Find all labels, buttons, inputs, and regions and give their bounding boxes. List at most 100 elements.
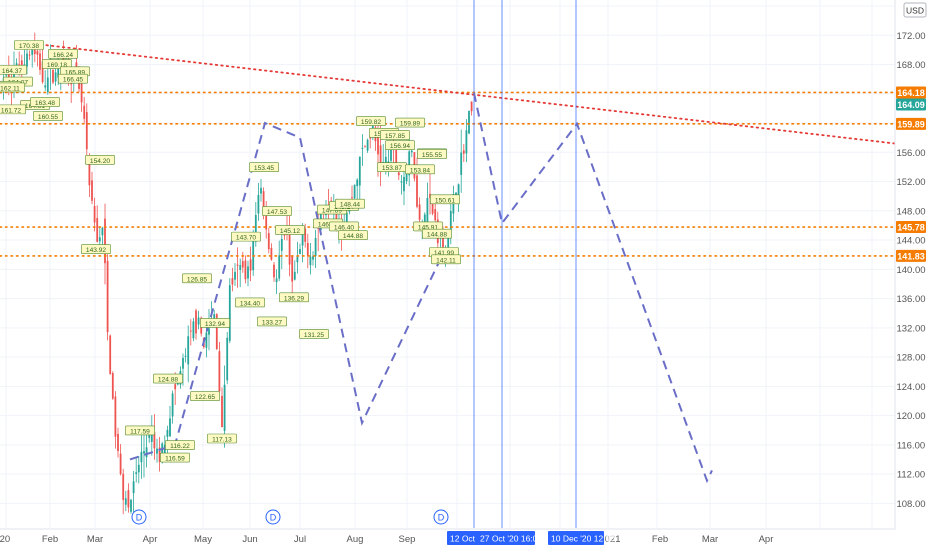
candle-body <box>426 197 429 223</box>
price-tick-label: 108.00 <box>896 499 925 510</box>
peak-label-text: 156.94 <box>390 143 411 150</box>
trendline <box>29 42 896 145</box>
peak-label: 145.12 <box>275 225 305 235</box>
peak-label: 153.87 <box>377 162 407 172</box>
candle-body <box>161 443 164 460</box>
candle-body <box>122 473 125 500</box>
candle <box>260 179 262 202</box>
candle-body <box>36 50 39 55</box>
candle-body <box>195 310 197 334</box>
candle-body <box>244 260 247 280</box>
candle-body <box>197 317 200 325</box>
candle <box>91 171 93 205</box>
candle-body <box>158 447 161 462</box>
projection-layer <box>129 92 713 484</box>
peak-label-text: 169.18 <box>47 62 68 69</box>
peak-label-text: 146.40 <box>334 224 355 231</box>
candle-body <box>114 396 117 437</box>
peak-label-text: 153.84 <box>410 167 431 174</box>
peak-label-text: 143.70 <box>236 235 257 242</box>
candle-body <box>124 498 127 505</box>
peak-label-text: 116.59 <box>165 456 185 463</box>
candle-body <box>314 238 317 257</box>
price-tick-label: 148.00 <box>896 206 925 217</box>
candle-body <box>361 147 364 149</box>
dividend-marker[interactable]: D <box>131 509 147 525</box>
peak-label: 116.22 <box>165 440 195 450</box>
price-tick-label: 168.00 <box>896 60 925 71</box>
peak-label-box <box>417 149 447 159</box>
peak-label-text: 159.82 <box>361 119 382 126</box>
candle-body <box>434 209 437 221</box>
candle-body <box>252 237 255 271</box>
dividend-marker[interactable]: D <box>433 509 449 525</box>
peak-label-box <box>207 433 237 444</box>
peak-label-text: 163.48 <box>35 100 56 107</box>
candle-body <box>234 271 236 280</box>
candle <box>137 456 140 484</box>
time-tick-label: Mar <box>87 534 103 545</box>
candle-body <box>262 191 265 213</box>
candle <box>143 427 145 478</box>
candle-body <box>226 337 229 381</box>
candle-body <box>205 332 208 348</box>
dividend-marker[interactable]: D <box>265 509 281 525</box>
candle <box>299 243 301 255</box>
candle <box>28 50 31 61</box>
candle-body <box>241 261 244 268</box>
peak-label: 143.70 <box>231 231 261 242</box>
candle-body <box>449 211 452 231</box>
candle <box>426 182 429 226</box>
candle <box>109 334 112 375</box>
candle-body <box>418 204 421 220</box>
peak-label-text: 147.53 <box>267 209 288 216</box>
peak-label: 166.45 <box>58 73 88 84</box>
candle <box>182 353 184 386</box>
currency-box <box>903 2 927 18</box>
peak-label: 163.48 <box>30 97 60 107</box>
candle-body <box>265 208 268 230</box>
peak-label-box <box>431 254 461 265</box>
peak-label: 146.40 <box>329 221 359 231</box>
candle <box>267 228 270 254</box>
candle <box>83 97 86 123</box>
candle-body <box>366 139 369 151</box>
peak-label: 159.82 <box>356 116 386 126</box>
peak-label-text: 117.59 <box>130 428 150 435</box>
candle-body <box>150 432 153 442</box>
peak-label-text: 131.25 <box>304 332 325 339</box>
vertical-marker-tag-text: 12 Oct '2 <box>450 534 484 544</box>
candle <box>98 227 101 246</box>
time-axis[interactable]: '20 Feb Mar Apr May Jun Jul Aug Sep 2021 Feb Mar Apr… <box>0 528 895 550</box>
peak-label-text: 132.94 <box>205 321 226 328</box>
candle-body <box>293 271 296 280</box>
candle <box>93 197 96 232</box>
price-axis[interactable]: 108.00 112.00 116.00 120.00 124.00 128.00 132.… <box>894 0 932 550</box>
dividend-text: D <box>270 513 277 523</box>
candle <box>226 332 229 385</box>
peak-label-box <box>58 73 88 84</box>
candle <box>85 103 88 162</box>
price-tick-label: 172.00 <box>896 31 925 42</box>
candle-body <box>119 453 122 475</box>
candle <box>44 70 47 91</box>
candle <box>117 427 119 458</box>
peak-label: 169.18 <box>42 59 72 69</box>
peak-label-text: 145.12 <box>280 228 301 235</box>
peak-label-box <box>190 391 220 401</box>
peak-label-text: 161.72 <box>1 107 22 114</box>
candle-body <box>130 499 132 512</box>
candle-body <box>379 145 382 168</box>
candle <box>104 203 106 285</box>
candle <box>429 171 431 215</box>
vertical-marker-tag-box <box>477 531 535 545</box>
candle-body <box>80 82 83 103</box>
candle <box>46 66 49 95</box>
candle <box>114 391 117 449</box>
dividend-text: D <box>438 513 445 523</box>
candle-body <box>96 218 99 242</box>
peak-label-text: 126.85 <box>187 276 208 283</box>
